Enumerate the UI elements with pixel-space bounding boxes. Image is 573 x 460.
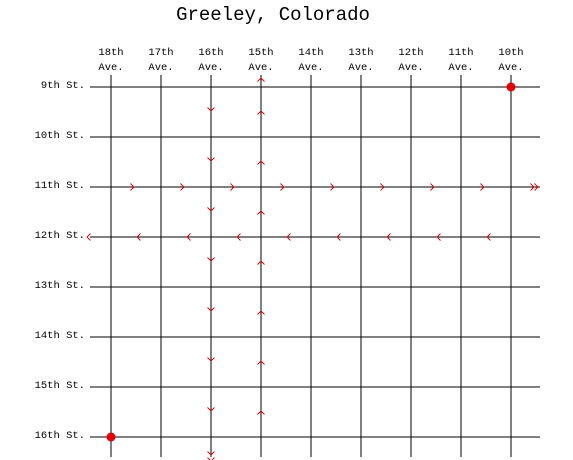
- street-label: 9th St.: [41, 80, 85, 92]
- street-label: 15th St.: [35, 380, 85, 392]
- one-way-arrow: [207, 257, 215, 262]
- one-way-arrow: [207, 457, 215, 460]
- one-way-arrow: [257, 260, 265, 265]
- one-way-arrow: [207, 307, 215, 312]
- avenue-label: Ave.: [498, 62, 523, 74]
- one-way-arrow: [136, 233, 141, 241]
- one-way-arrow: [257, 160, 265, 165]
- one-way-arrow: [186, 233, 191, 241]
- one-way-arrow: [530, 183, 535, 191]
- avenue-label: Ave.: [248, 62, 273, 74]
- one-way-arrow: [257, 210, 265, 215]
- one-way-arrow: [380, 183, 385, 191]
- avenue-label: Ave.: [298, 62, 323, 74]
- avenue-label: 18th: [98, 47, 123, 59]
- one-way-arrow: [480, 183, 485, 191]
- avenue-label: 13th: [348, 47, 373, 59]
- avenue-label: 15th: [248, 47, 273, 59]
- avenue-label: 11th: [448, 47, 473, 59]
- one-way-arrow: [207, 157, 215, 162]
- street-label: 12th St.: [35, 230, 85, 242]
- one-way-arrow: [207, 107, 215, 112]
- one-way-arrow: [130, 183, 135, 191]
- avenue-label: Ave.: [398, 62, 423, 74]
- map-title: Greeley, Colorado: [176, 4, 370, 26]
- one-way-arrow: [436, 233, 441, 241]
- one-way-arrow: [86, 233, 91, 241]
- one-way-arrow: [230, 183, 235, 191]
- avenue-label: 14th: [298, 47, 323, 59]
- one-way-arrow: [280, 183, 285, 191]
- one-way-arrow: [486, 233, 491, 241]
- one-way-arrow: [430, 183, 435, 191]
- one-way-arrow: [180, 183, 185, 191]
- one-way-arrow: [257, 110, 265, 115]
- one-way-arrow: [386, 233, 391, 241]
- avenue-label: Ave.: [448, 62, 473, 74]
- one-way-arrow: [207, 207, 215, 212]
- avenue-label: 17th: [148, 47, 173, 59]
- avenue-label: 12th: [398, 47, 423, 59]
- one-way-arrow: [336, 233, 341, 241]
- route-point: [506, 82, 516, 92]
- avenue-label: Ave.: [98, 62, 123, 74]
- street-label: 11th St.: [35, 180, 85, 192]
- one-way-arrow: [534, 183, 539, 191]
- street-label: 14th St.: [35, 330, 85, 342]
- avenue-label: 10th: [498, 47, 523, 59]
- street-label: 13th St.: [35, 280, 85, 292]
- one-way-arrow: [330, 183, 335, 191]
- one-way-arrow: [207, 357, 215, 362]
- route-point: [106, 432, 116, 442]
- one-way-arrow: [286, 233, 291, 241]
- one-way-arrow: [257, 360, 265, 365]
- one-way-arrow: [257, 310, 265, 315]
- avenue-label: 16th: [198, 47, 223, 59]
- street-label: 10th St.: [35, 130, 85, 142]
- one-way-arrow: [257, 410, 265, 415]
- one-way-arrow: [257, 77, 265, 82]
- avenue-label: Ave.: [198, 62, 223, 74]
- one-way-arrow: [236, 233, 241, 241]
- avenue-label: Ave.: [348, 62, 373, 74]
- avenue-label: Ave.: [148, 62, 173, 74]
- one-way-arrow: [207, 451, 215, 456]
- street-label: 16th St.: [35, 430, 85, 442]
- one-way-arrow: [207, 407, 215, 412]
